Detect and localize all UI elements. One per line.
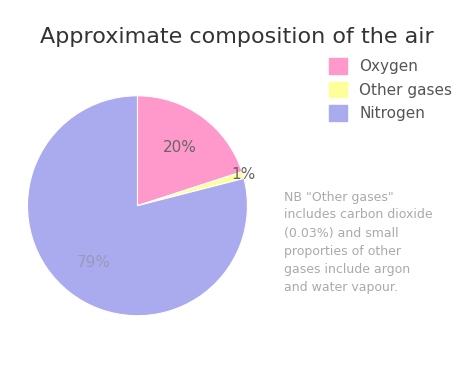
- Wedge shape: [137, 96, 242, 206]
- Text: NB "Other gases"
includes carbon dioxide
(0.03%) and small
proporties of other
g: NB "Other gases" includes carbon dioxide…: [284, 190, 433, 293]
- Text: 20%: 20%: [163, 141, 196, 155]
- Text: 79%: 79%: [77, 255, 110, 270]
- Wedge shape: [27, 96, 247, 316]
- Text: 1%: 1%: [232, 167, 256, 182]
- Legend: Oxygen, Other gases, Nitrogen: Oxygen, Other gases, Nitrogen: [324, 53, 457, 126]
- Wedge shape: [137, 172, 244, 206]
- Text: Approximate composition of the air: Approximate composition of the air: [40, 27, 434, 46]
